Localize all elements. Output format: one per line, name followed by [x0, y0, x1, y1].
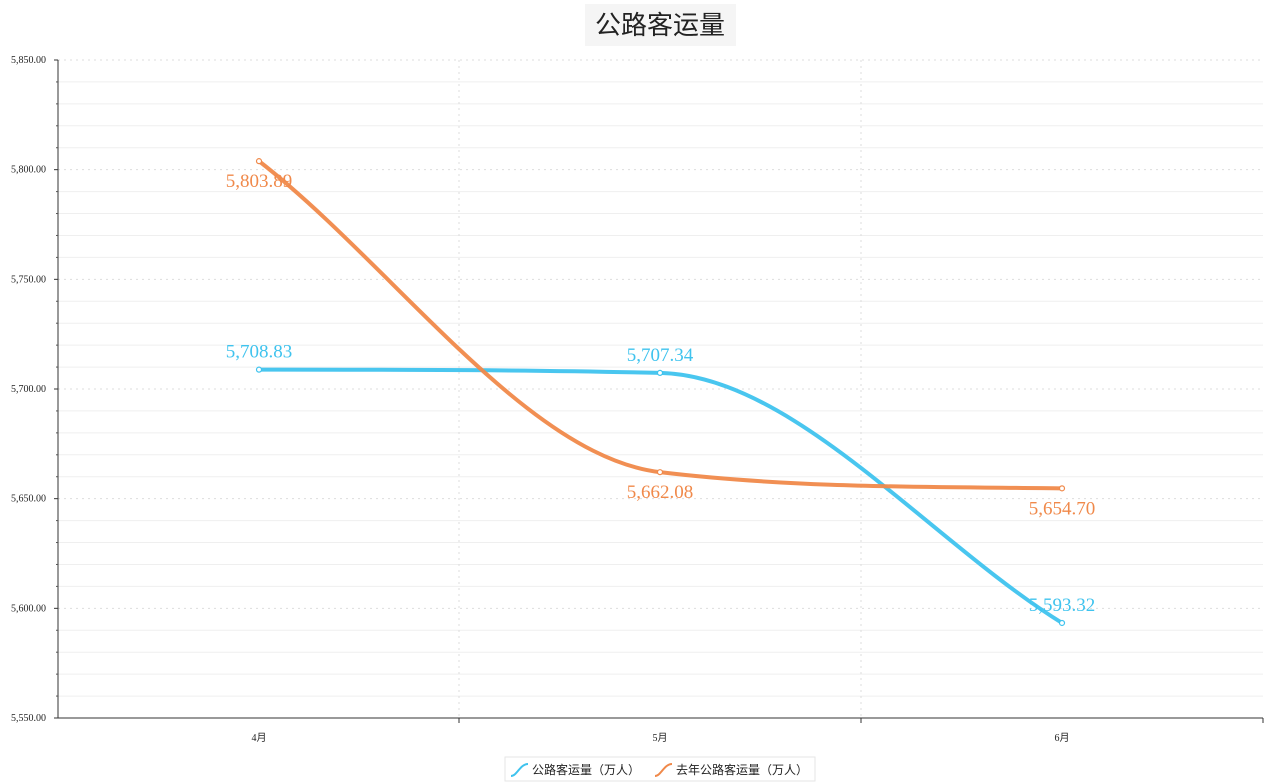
y-tick-label: 5,850.00 — [11, 55, 46, 66]
tick-labels: 5,550.00 5,600.00 5,650.00 5,700.00 5,750.00… — [11, 55, 1264, 744]
data-label: 5,803.89 — [226, 171, 293, 192]
legend-swatch — [654, 763, 673, 777]
data-label: 5,708.83 — [226, 342, 293, 363]
y-tick-label: 5,700.00 — [11, 384, 46, 395]
y-tick-label: 5,550.00 — [11, 713, 46, 724]
series-lines — [257, 159, 1064, 625]
legend: 公路客运量（万人） 去年公路客运量（万人） — [504, 756, 816, 782]
x-tick-label: 4月 — [252, 732, 267, 744]
legend-box — [504, 756, 816, 782]
y-tick-label: 5,650.00 — [11, 494, 46, 505]
data-label: 5,654.70 — [1029, 498, 1096, 519]
x-tick-label: 6月 — [1055, 732, 1070, 744]
series-line-1 — [257, 159, 1064, 491]
data-point — [255, 158, 263, 165]
data-point — [255, 366, 263, 373]
legend-label: 公路客运量（万人） — [532, 762, 640, 777]
data-points — [255, 158, 1066, 627]
data-label: 5,593.32 — [1029, 595, 1096, 616]
data-label: 5,662.08 — [627, 482, 694, 503]
chart-title-text: 公路客运量 — [595, 11, 725, 41]
chart-title: 公路客运量 — [585, 4, 736, 46]
grid — [58, 59, 1263, 718]
data-point — [1058, 619, 1066, 627]
y-tick-label: 5,600.00 — [11, 603, 46, 614]
data-labels: 5,708.83 5,707.34 5,593.32 5,803.89 5,662.08… — [226, 171, 1096, 616]
y-tick-label: 5,750.00 — [11, 274, 46, 285]
legend-label: 去年公路客运量（万人） — [676, 762, 808, 777]
y-tick-label: 5,800.00 — [11, 165, 46, 176]
data-point — [656, 469, 664, 476]
legend-swatch — [510, 763, 529, 777]
chart-title-background — [585, 4, 736, 46]
data-point — [656, 369, 664, 377]
data-label: 5,707.34 — [627, 345, 694, 366]
x-tick-label: 5月 — [653, 732, 668, 744]
data-point — [1058, 485, 1066, 492]
